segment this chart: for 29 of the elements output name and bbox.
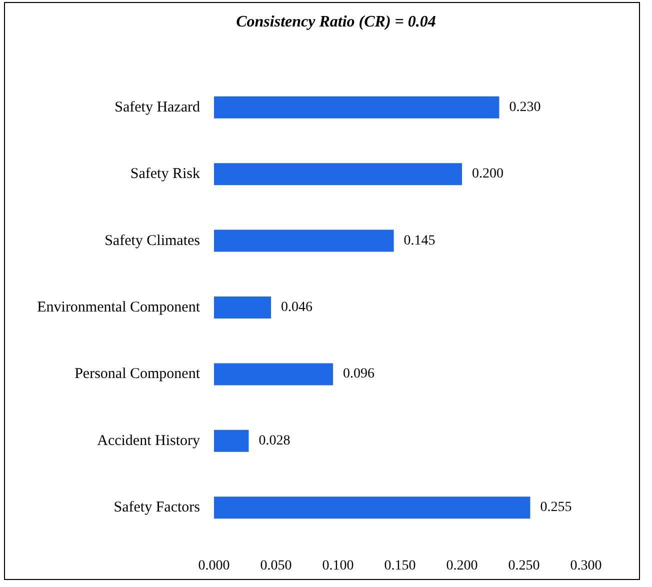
bar [214,163,462,186]
data-label: 0.200 [472,166,504,182]
bar [214,430,249,452]
x-tick-label: 0.150 [384,558,416,574]
bar [214,96,500,118]
bar [214,230,394,252]
x-tick-label: 0.300 [570,558,602,574]
bar [214,496,530,519]
x-tick-label: 0.000 [198,558,230,574]
data-label: 0.046 [281,300,313,315]
chart-title: Consistency Ratio (CR) = 0.04 [236,14,436,30]
y-tick-label: Environmental Component [37,300,201,316]
y-tick-label: Safety Factors [114,500,200,516]
x-tick-label: 0.100 [322,558,354,574]
y-tick-label: Safety Hazard [114,99,200,116]
bar [214,363,334,386]
data-label: 0.096 [343,366,375,382]
data-label: 0.230 [509,100,541,115]
bar [214,296,272,318]
y-tick-label: Accident History [97,432,200,449]
x-tick-label: 0.250 [508,558,540,574]
x-tick-label: 0.200 [446,558,478,574]
y-tick-label: Safety Climates [104,232,200,249]
x-tick-label: 0.050 [260,558,292,574]
data-label: 0.145 [404,233,436,248]
data-label: 0.028 [258,433,290,448]
data-label: 0.255 [540,500,572,516]
y-tick-label: Safety Risk [130,166,200,182]
y-tick-label: Personal Component [74,366,201,382]
